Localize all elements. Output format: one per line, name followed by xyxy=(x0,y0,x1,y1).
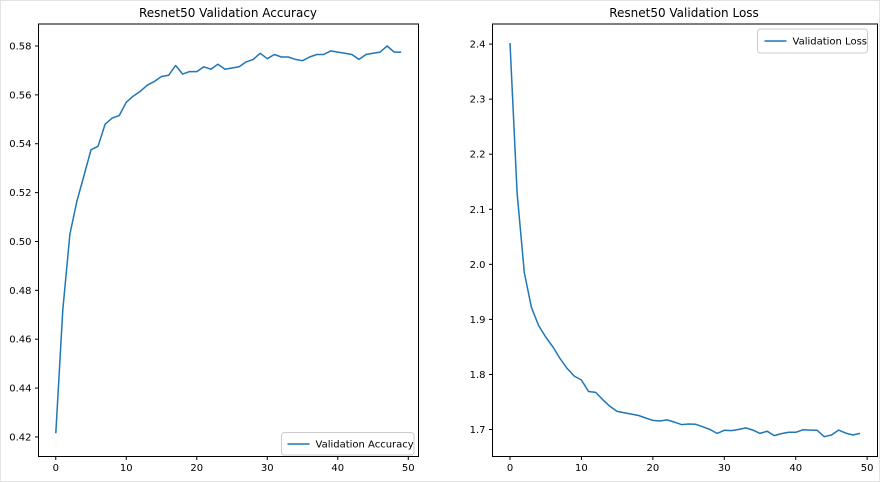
y-tick-label: 0.44 xyxy=(9,384,31,395)
x-tick-label: 40 xyxy=(331,463,344,474)
axes-spines xyxy=(38,23,419,457)
accuracy-plot: 0.42 0.44 0.46 0.48 0.50 0.52 0.54 0.56 0.58 0 10 2… xyxy=(9,23,419,474)
y-tick-label: 1.8 xyxy=(470,370,486,381)
y-tick-label: 0.48 xyxy=(9,286,31,297)
loss-legend-label: Validation Loss xyxy=(793,37,868,48)
loss-chart-title: Resnet50 Validation Loss xyxy=(609,6,759,20)
y-tick-label: 0.46 xyxy=(9,335,31,346)
y-tick-label: 0.52 xyxy=(9,188,31,199)
y-tick-label: 2.0 xyxy=(470,260,486,271)
x-tick-label: 30 xyxy=(261,463,274,474)
x-tick-label: 10 xyxy=(120,463,133,474)
x-tick-label: 40 xyxy=(789,463,802,474)
y-tick-label: 2.2 xyxy=(470,150,486,161)
x-tick-label: 0 xyxy=(507,463,513,474)
x-tick-label: 20 xyxy=(190,463,203,474)
loss-plot: 1.7 1.8 1.9 2.0 2.1 2.2 2.3 2.4 0 10 20 30 40 50 xyxy=(470,23,878,474)
y-tick-label: 0.42 xyxy=(9,432,31,443)
accuracy-legend: Validation Accuracy xyxy=(281,432,415,456)
y-tick-label: 0.54 xyxy=(9,139,31,150)
y-tick-label: 0.56 xyxy=(9,90,31,101)
loss-legend-box xyxy=(757,28,868,54)
loss-legend: Validation Loss xyxy=(757,28,868,54)
x-tick-label: 50 xyxy=(402,463,415,474)
y-tick-label: 2.1 xyxy=(470,205,486,216)
x-tick-label: 30 xyxy=(718,463,731,474)
x-tick-label: 0 xyxy=(53,463,59,474)
axes-spines xyxy=(492,23,878,457)
validation-loss-line xyxy=(509,42,861,438)
y-tick-label: 1.9 xyxy=(470,315,486,326)
accuracy-legend-label: Validation Accuracy xyxy=(316,440,414,451)
y-tick-label: 2.3 xyxy=(470,95,486,106)
accuracy-legend-box xyxy=(281,432,415,456)
accuracy-chart-title: Resnet50 Validation Accuracy xyxy=(139,6,317,20)
y-tick-label: 0.50 xyxy=(9,237,31,248)
y-tick-label: 2.4 xyxy=(470,40,486,51)
y-tick-label: 1.7 xyxy=(470,425,486,436)
y-tick-label: 0.58 xyxy=(9,41,31,52)
validation-accuracy-line xyxy=(55,45,402,434)
x-tick-label: 20 xyxy=(646,463,659,474)
x-tick-label: 50 xyxy=(861,463,874,474)
x-tick-label: 10 xyxy=(575,463,588,474)
